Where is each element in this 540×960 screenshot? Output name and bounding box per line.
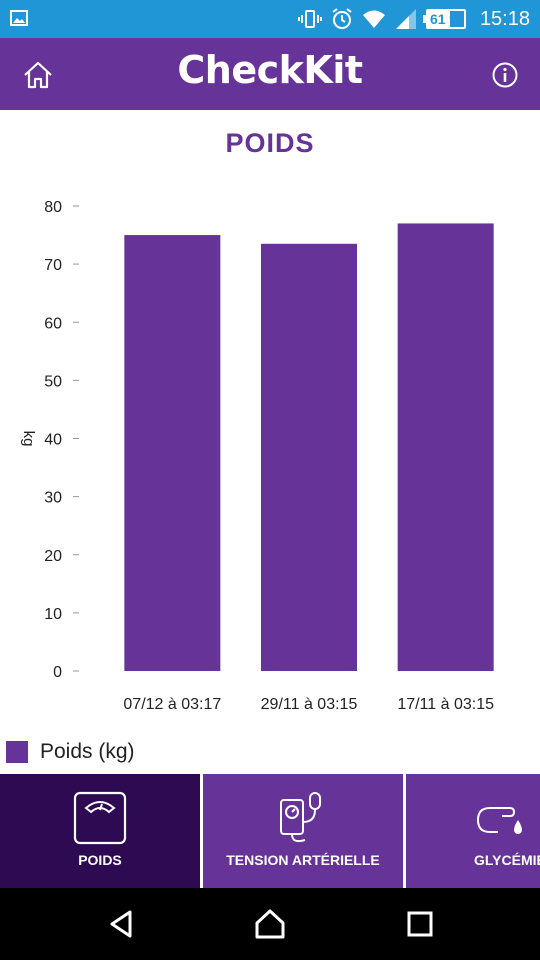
alarm-icon — [332, 8, 352, 29]
app-logo: CheckKit — [177, 48, 363, 92]
wifi-icon — [362, 10, 385, 28]
y-tick-label: 80 — [44, 199, 62, 216]
status-bar: 61 % 15:18 — [0, 0, 540, 38]
y-tick-label: 0 — [53, 664, 62, 681]
back-icon[interactable] — [106, 908, 138, 940]
signal-icon — [395, 9, 416, 29]
y-tick-label: 70 — [44, 257, 62, 274]
x-tick-label: 29/11 à 03:15 — [261, 696, 358, 713]
info-icon[interactable] — [492, 62, 518, 88]
legend-label: Poids (kg) — [40, 740, 135, 763]
bottom-tab-bar: POIDS TENSION ARTÉRIELLE GLYCÉMIE — [0, 774, 540, 888]
x-tick-label: 07/12 à 03:17 — [123, 696, 221, 713]
battery-icon: 61 % — [422, 9, 466, 29]
x-tick-label: 17/11 à 03:15 — [397, 696, 494, 713]
finger-drop-icon — [477, 807, 522, 834]
y-axis-label: kg — [20, 431, 37, 447]
gallery-icon — [10, 10, 28, 26]
chart-bar — [124, 235, 221, 671]
y-tick-label: 60 — [44, 315, 62, 332]
chart-bar — [261, 243, 357, 671]
y-tick-label: 50 — [44, 373, 62, 390]
chart-legend: Poids (kg) — [6, 738, 135, 766]
tab-tension-arterielle[interactable]: TENSION ARTÉRIELLE — [203, 774, 403, 888]
y-tick-label: 20 — [44, 548, 62, 565]
page-title: POIDS — [225, 128, 315, 158]
app-bar: CheckKit — [0, 38, 540, 110]
tab-label: POIDS — [78, 852, 122, 868]
y-tick-label: 10 — [44, 606, 62, 623]
tab-poids[interactable]: POIDS — [0, 774, 200, 888]
scale-icon — [73, 791, 127, 845]
home-icon[interactable] — [22, 60, 54, 90]
system-nav-bar — [0, 888, 540, 960]
chart-bar — [397, 223, 494, 671]
tab-label: TENSION ARTÉRIELLE — [226, 852, 380, 868]
tab-glycemie[interactable]: GLYCÉMIE — [406, 774, 540, 888]
blood-pressure-icon — [280, 792, 321, 843]
vibrate-icon — [297, 10, 322, 28]
y-tick-label: 30 — [44, 490, 62, 507]
home-icon[interactable] — [254, 908, 286, 940]
status-clock: 15:18 — [479, 7, 530, 30]
weight-bar-chart: 0 10 20 30 40 50 60 70 80 kg 07/12 à 03:17 29/11 à … — [20, 199, 494, 713]
battery-level-text: 61 % — [429, 11, 462, 27]
tab-label: GLYCÉMIE — [474, 852, 540, 868]
legend-swatch — [6, 741, 28, 763]
y-tick-label: 40 — [44, 432, 62, 449]
recents-icon[interactable] — [404, 908, 436, 940]
